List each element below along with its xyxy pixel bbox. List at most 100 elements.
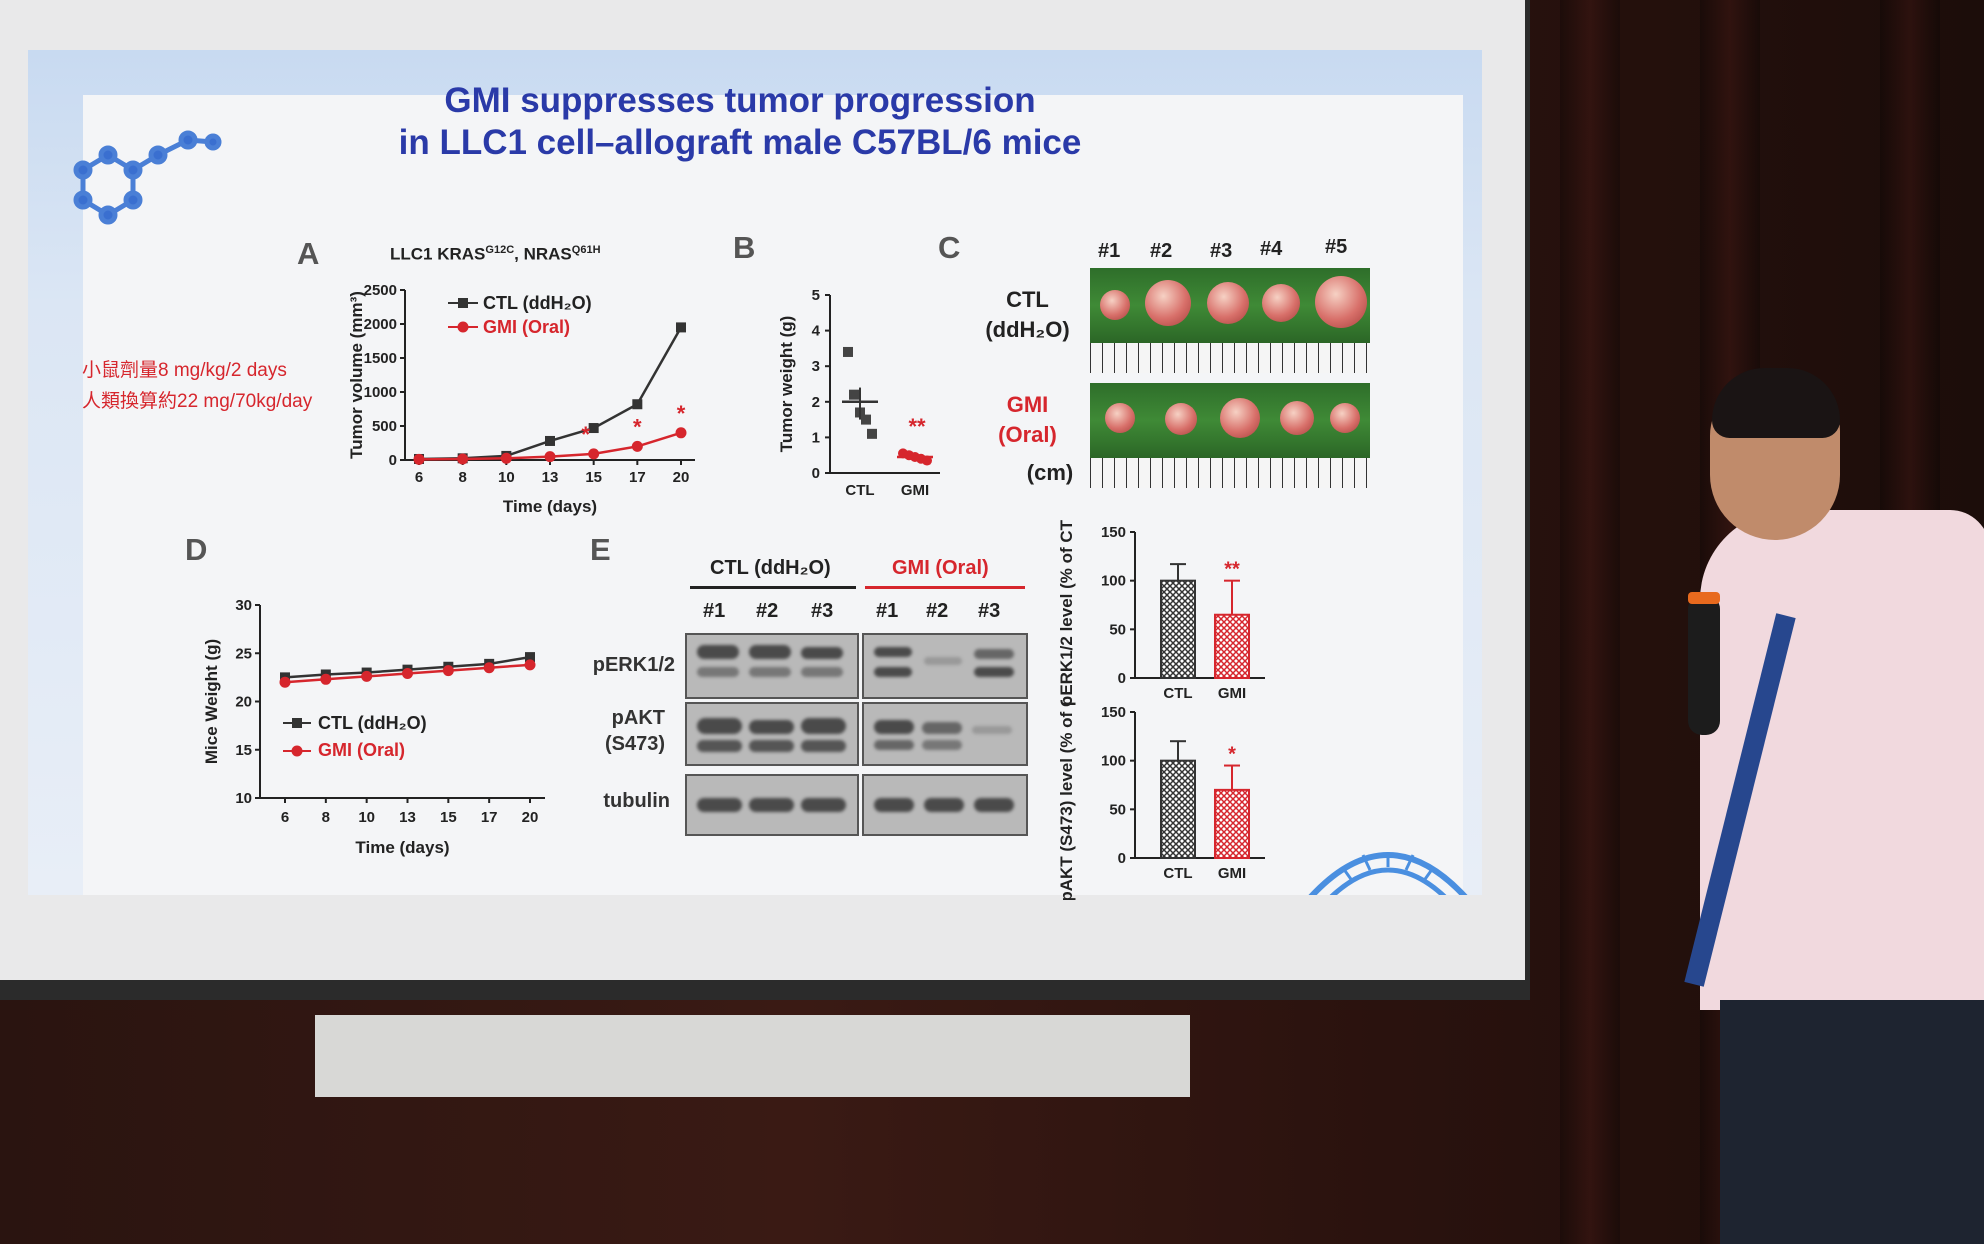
y-axis-title: pERK1/2 level (% of CTL)	[1057, 520, 1076, 706]
x-tick-label: 8	[458, 469, 466, 486]
y-tick-label: 100	[1101, 753, 1126, 770]
y-tick-label: 0	[1118, 670, 1126, 687]
y-tick-label: 25	[235, 645, 252, 662]
dna-helix-decoration	[1308, 852, 1468, 895]
photo-label-ctl: CTL (ddH₂O)	[975, 285, 1080, 345]
bar	[1160, 759, 1196, 860]
panel-a-header-base: LLC1 KRAS	[390, 244, 486, 264]
x-tick-label: 17	[629, 469, 646, 486]
sample-label-5: #5	[1325, 236, 1348, 258]
data-point	[525, 652, 535, 663]
blot-tubulin-ctl	[685, 774, 859, 836]
significance-mark: **	[908, 414, 926, 439]
y-axis-title: Tumor volume (mm³)	[347, 291, 366, 459]
data-point	[632, 399, 643, 410]
panel-label-c: C	[938, 230, 961, 265]
chart-e-pakt-quant: 0 50 100 150 pAKT (S473) level (% of CTL) CTL…	[1057, 700, 1265, 900]
y-tick-label: 2500	[364, 282, 397, 299]
data-point	[500, 452, 512, 464]
x-tick-label: 6	[415, 469, 423, 486]
y-tick-label: 15	[235, 742, 252, 759]
data-point	[849, 389, 859, 400]
y-tick-label: 2000	[364, 316, 397, 333]
legend-d-gmi: GMI (Oral)	[318, 740, 406, 760]
panel-a-header-mid: , NRAS	[514, 244, 572, 264]
x-tick-label: 15	[585, 469, 602, 486]
y-tick-label: 3	[812, 358, 820, 375]
significance-mark: *	[677, 401, 686, 426]
data-point	[843, 346, 853, 357]
y-axis-title: Tumor weight (g)	[777, 316, 796, 453]
blot-tubulin-gmi	[862, 774, 1028, 836]
dose-note-line2: 人類換算約22 mg/70kg/day	[82, 391, 313, 412]
tumor-image	[1280, 401, 1314, 435]
y-tick-label: 50	[1109, 801, 1126, 818]
wb-header-gmi-underline	[865, 586, 1025, 589]
lane-label: #1	[876, 600, 899, 622]
y-tick-label: 5	[812, 287, 820, 304]
screen-base-panel	[315, 1015, 1190, 1097]
data-point	[279, 676, 291, 688]
bar	[1160, 579, 1196, 680]
slide-title-line2: in LLC1 cell–allograft male C57BL/6 mice	[398, 123, 1082, 162]
photo-label-gmi-line1: GMI	[1006, 392, 1049, 417]
tumor-image	[1207, 282, 1249, 324]
y-tick-label: 500	[372, 418, 397, 435]
data-point	[457, 453, 469, 465]
tumor-image	[1165, 403, 1197, 435]
legend-a-gmi: GMI (Oral)	[483, 317, 571, 337]
bar	[1214, 788, 1250, 859]
significance-mark: *	[1228, 744, 1236, 766]
photo-label-ctl-line1: CTL	[1006, 287, 1049, 312]
projection-screen: GMI suppresses tumor progression in LLC1…	[0, 0, 1525, 980]
wb-label-tubulin: tubulin	[603, 790, 670, 812]
microphone-band	[1688, 592, 1720, 604]
gmi-tumor-photo	[1090, 383, 1370, 458]
significance-mark: **	[1224, 559, 1240, 581]
photo-label-ctl-line2: (ddH₂O)	[985, 317, 1070, 342]
tumor-image	[1100, 290, 1130, 320]
wb-header-ctl-underline	[690, 586, 856, 589]
y-tick-label: 0	[389, 452, 397, 469]
x-tick-label: 20	[522, 809, 539, 826]
wb-label-pakt: pAKT (S473)	[575, 705, 665, 757]
sample-label-4: #4	[1260, 238, 1283, 260]
x-tick-label: 17	[481, 809, 498, 826]
x-tick-label: 10	[358, 809, 375, 826]
y-tick-label: 2	[812, 394, 820, 411]
legend-d-ctl: CTL (ddH₂O)	[318, 713, 427, 733]
y-tick-label: 30	[235, 597, 252, 614]
data-point	[588, 448, 600, 460]
bar	[1214, 613, 1250, 679]
panel-label-a: A	[297, 236, 320, 271]
ruler-image	[1090, 458, 1370, 488]
x-tick-label: CTL	[1163, 685, 1192, 702]
panel-a-header-sup1: G12C	[485, 244, 515, 256]
legend-a-ctl: CTL (ddH₂O)	[483, 293, 592, 313]
panel-a-header: LLC1 KRASG12C, NRASQ61H	[390, 244, 601, 265]
data-point	[361, 670, 373, 682]
y-tick-label: 1500	[364, 350, 397, 367]
data-point	[524, 659, 536, 671]
tumor-image	[1330, 403, 1360, 433]
projection-screen-frame: GMI suppresses tumor progression in LLC1…	[0, 0, 1530, 1000]
lane-label: #1	[703, 600, 726, 622]
x-axis-title: Time (days)	[355, 838, 449, 857]
ctl-tumor-photo	[1090, 268, 1370, 343]
slide-title: GMI suppresses tumor progression in LLC1…	[300, 80, 1180, 164]
x-tick-label: GMI	[1218, 685, 1246, 702]
tumor-image	[1315, 276, 1367, 328]
wb-header-ctl: CTL (ddH₂O)	[710, 557, 831, 579]
tumor-image	[1262, 284, 1300, 322]
sample-label-1: #1	[1098, 240, 1121, 262]
wb-header-gmi: GMI (Oral)	[892, 557, 989, 579]
data-point	[675, 427, 687, 439]
y-axis-title: Mice Weight (g)	[202, 639, 221, 764]
x-tick-label: CTL	[1163, 865, 1192, 882]
lane-label: #3	[978, 600, 1001, 622]
tumor-image	[1105, 403, 1135, 433]
y-axis-title: pAKT (S473) level (% of CTL)	[1057, 700, 1076, 900]
significance-mark: *	[633, 414, 642, 439]
x-tick-label: 8	[322, 809, 330, 826]
panel-label-b: B	[733, 230, 756, 265]
